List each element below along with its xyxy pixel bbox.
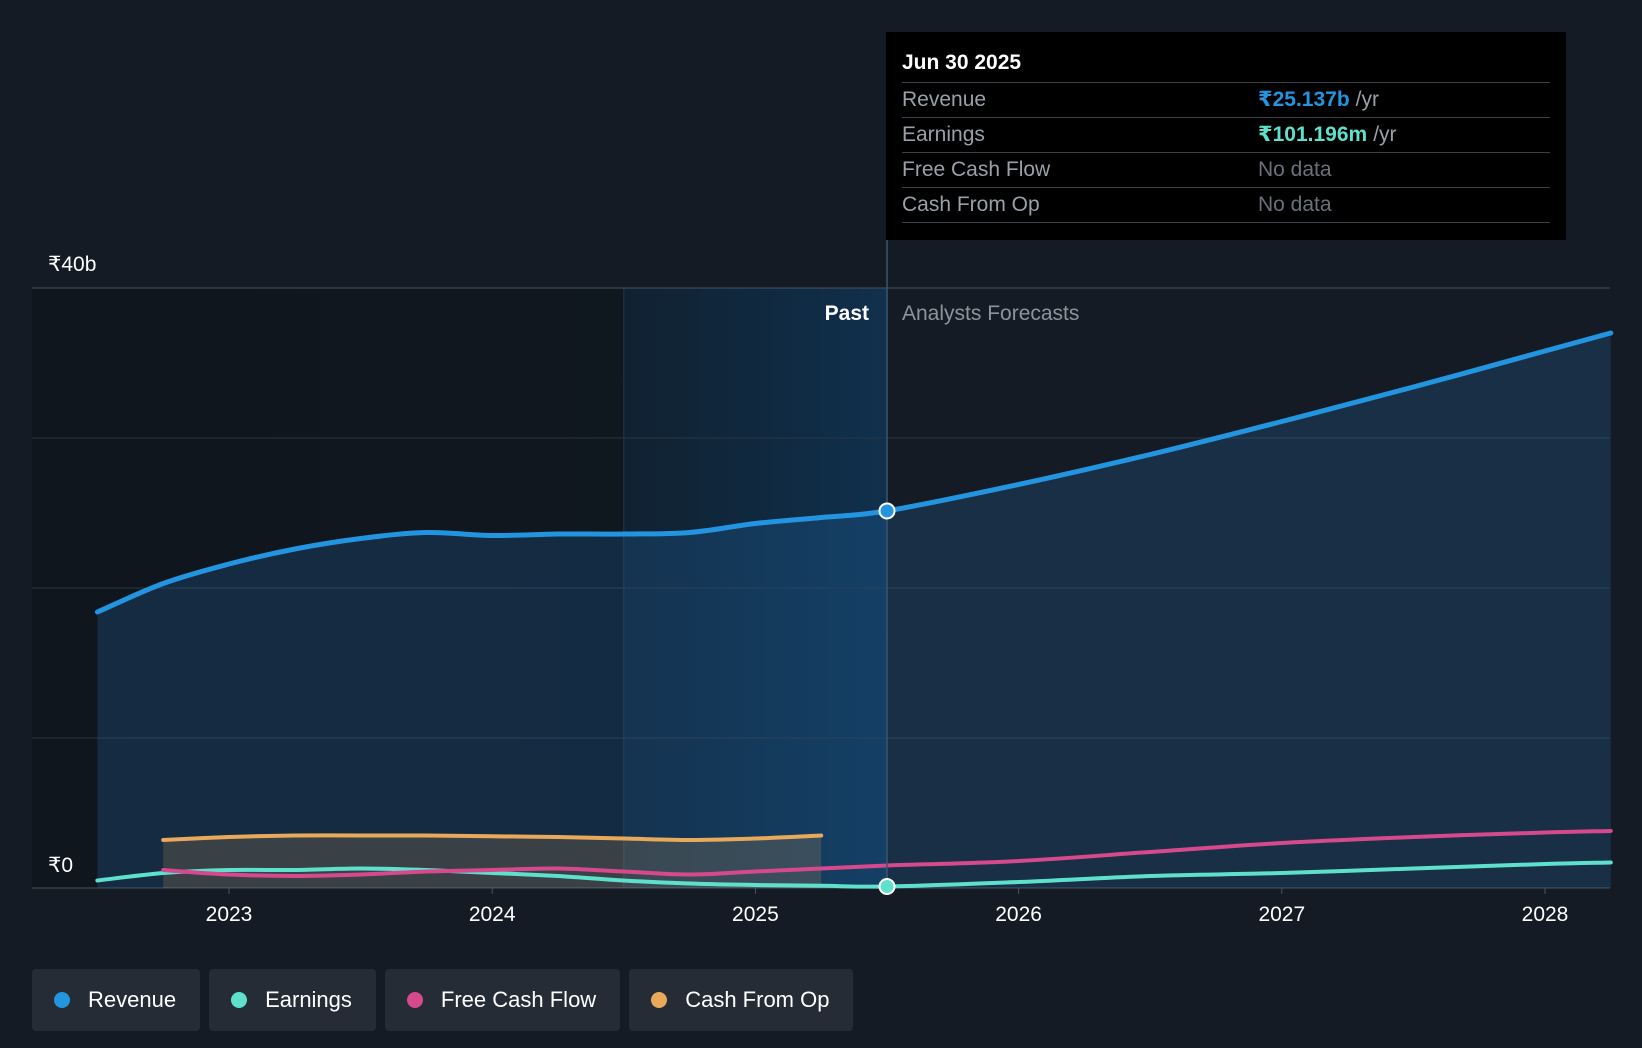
revenue-marker [878,502,896,520]
tooltip: Jun 30 2025 Revenue ₹25.137b /yr Earning… [886,32,1566,240]
earnings-dot-icon [231,992,248,1008]
past-label: Past [825,302,869,325]
tooltip-date: Jun 30 2025 [902,46,1550,83]
legend-label: Revenue [88,987,177,1012]
tooltip-row-earnings: Earnings ₹101.196m /yr [902,118,1550,153]
legend-item-earnings[interactable]: Earnings [209,969,376,1031]
tooltip-row-revenue: Revenue ₹25.137b /yr [902,83,1550,118]
earnings-line [95,860,1613,889]
legend-item-cash-from-op[interactable]: Cash From Op [629,969,854,1031]
tooltip-unit: /yr [1355,88,1379,111]
y-tick-label-zero: ₹0 [48,854,73,877]
y-tick-label-top: ₹40b [48,253,96,276]
x-tick-label: 2025 [732,903,779,926]
x-tick-label: 2023 [206,903,253,926]
cash-from-op-line [161,833,824,842]
tooltip-value-revenue: ₹25.137b [1258,88,1350,111]
legend-label: Free Cash Flow [440,987,597,1012]
tooltip-row-cash-from-op: Cash From Op No data [902,188,1550,223]
free-cash-flow-dot-icon [406,992,423,1008]
tooltip-value-earnings: ₹101.196m [1258,123,1368,146]
tooltip-label: Revenue [902,88,987,111]
legend: Revenue Earnings Free Cash Flow Cash Fro… [32,969,854,1031]
x-tick-label: 2028 [1522,903,1569,926]
legend-item-revenue[interactable]: Revenue [32,969,201,1031]
x-tick-label: 2026 [995,903,1042,926]
tooltip-unit: /yr [1373,123,1397,146]
tooltip-value-cash-from-op: No data [1258,193,1332,216]
cash-from-op-area [163,835,822,888]
legend-item-free-cash-flow[interactable]: Free Cash Flow [384,969,621,1031]
legend-label: Cash From Op [685,987,830,1012]
legend-label: Earnings [265,987,352,1012]
tooltip-label: Earnings [902,123,985,146]
tooltip-label: Cash From Op [902,193,1040,216]
x-tick-label: 2024 [469,903,516,926]
free-cash-flow-line [161,829,1613,878]
revenue-area [97,333,1611,888]
earnings-marker [878,877,896,895]
cash-from-op-dot-icon [651,992,668,1008]
forecast-label: Analysts Forecasts [902,302,1079,325]
revenue-dot-icon [54,992,70,1008]
tooltip-row-free-cash-flow: Free Cash Flow No data [902,153,1550,188]
tooltip-label: Free Cash Flow [902,158,1051,181]
tooltip-value-free-cash-flow: No data [1258,158,1332,181]
revenue-line [94,330,1614,615]
chart: ₹40b ₹0 Past Analysts Forecasts 2023 2024… [32,240,1614,926]
x-tick-label: 2027 [1258,903,1305,926]
